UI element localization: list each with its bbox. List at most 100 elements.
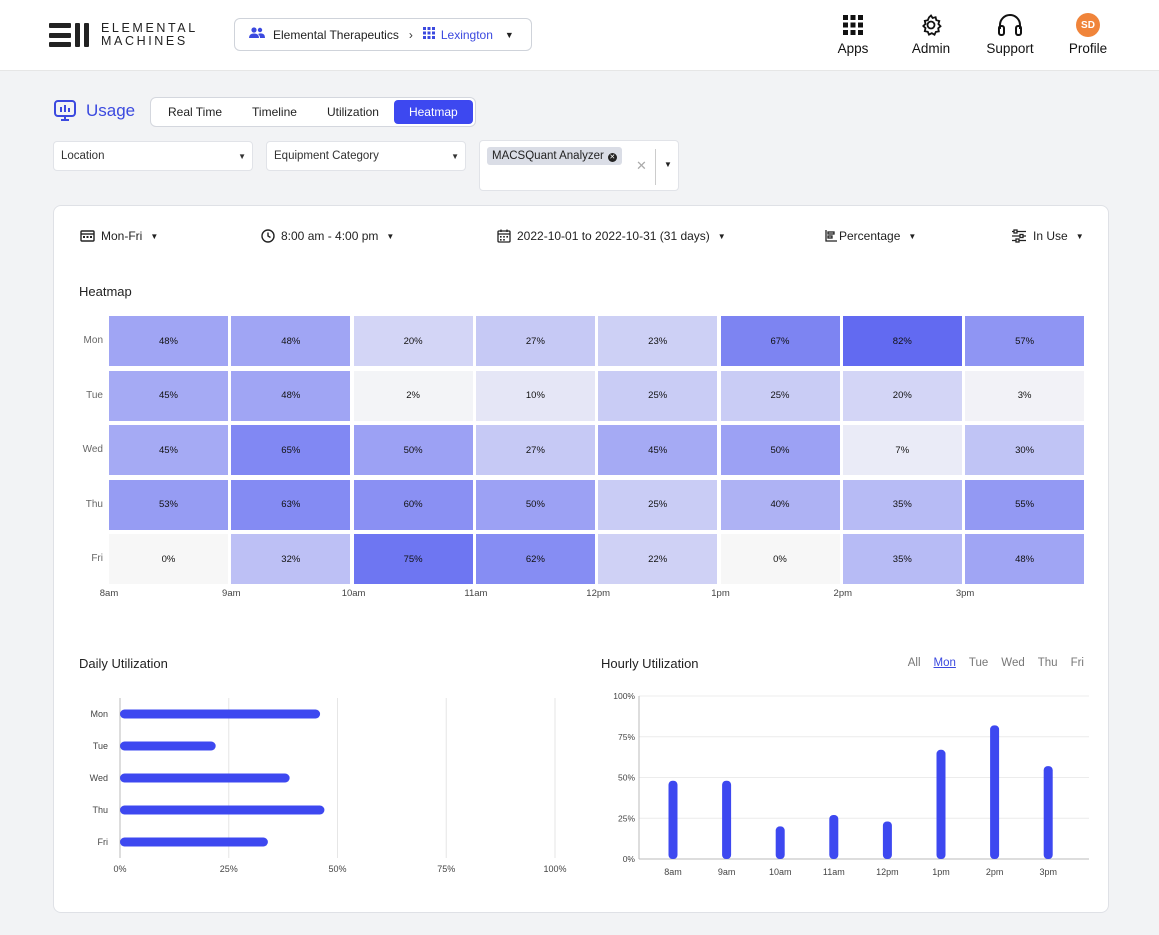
equipment-chip: MACSQuant Analyzer ✕ [487, 147, 622, 165]
heatmap-cell[interactable]: 3% [965, 370, 1085, 421]
admin-button[interactable]: Admin [901, 12, 961, 56]
day-filter-mon[interactable]: Mon [933, 657, 956, 669]
heatmap-cell[interactable]: 57% [965, 316, 1085, 366]
day-filter-wed[interactable]: Wed [1001, 657, 1025, 669]
tab-real-time[interactable]: Real Time [168, 105, 223, 119]
org-location-selector[interactable]: Elemental Therapeutics › Lexington ▼ [234, 18, 532, 51]
equipment-category-filter[interactable]: Equipment Category ▼ [266, 141, 466, 171]
caret-down-icon: ▼ [386, 231, 395, 241]
heatmap-cell[interactable]: 50% [353, 425, 473, 475]
time-range-label: 8:00 am - 4:00 pm [281, 229, 379, 243]
heatmap-cell[interactable]: 20% [353, 316, 473, 366]
heatmap-cell[interactable]: 20% [842, 370, 962, 421]
brand-line-2: MACHINES [101, 34, 188, 48]
location-filter[interactable]: Location ▼ [53, 141, 253, 171]
heatmap-cell[interactable]: 22% [598, 534, 718, 584]
equipment-multiselect[interactable]: MACSQuant Analyzer ✕ ✕ ▼ [479, 140, 679, 191]
apps-button[interactable]: Apps [823, 12, 883, 56]
heatmap-cell[interactable]: 63% [231, 479, 351, 530]
clear-icon[interactable]: ✕ [636, 158, 647, 173]
x-tick-label: 10am [769, 867, 792, 877]
hourly-bar [829, 814, 839, 859]
heatmap-cell[interactable]: 60% [353, 479, 473, 530]
location-name: Lexington [440, 27, 493, 42]
tab-heatmap[interactable]: Heatmap [393, 100, 473, 124]
hourly-utilization-title: Hourly Utilization [601, 656, 699, 671]
day-filter-tue[interactable]: Tue [968, 657, 989, 669]
heatmap-cell[interactable]: 67% [720, 316, 840, 366]
support-button[interactable]: Support [980, 12, 1040, 56]
usage-title: Usage [53, 99, 135, 123]
chevron-right-icon: › [408, 27, 413, 42]
heatmap-cell[interactable]: 50% [720, 425, 840, 475]
date-range-label: 2022-10-01 to 2022-10-31 (31 days) [517, 229, 710, 243]
heatmap-cell[interactable]: 35% [842, 479, 962, 530]
profile-label: Profile [1068, 41, 1108, 56]
heatmap-cell[interactable]: 32% [231, 534, 351, 584]
heatmap-hour-label: 9am [222, 587, 241, 599]
y-tick-label: Fri [98, 837, 109, 847]
tab-timeline[interactable]: Timeline [252, 105, 297, 119]
day-filter-all[interactable]: All [907, 657, 921, 669]
metric-label: Percentage [839, 229, 901, 243]
heatmap-cell[interactable]: 45% [598, 425, 718, 475]
brand-logo[interactable]: ELEMENTAL MACHINES [49, 22, 198, 48]
heatmap-cell[interactable]: 0% [720, 534, 840, 584]
heatmap-cell[interactable]: 35% [842, 534, 962, 584]
state-selector[interactable]: In Use ▼ [1011, 229, 1084, 243]
heatmap-cell[interactable]: 25% [598, 479, 718, 530]
x-tick-label: 9am [718, 867, 736, 877]
daily-bar [120, 741, 216, 751]
heatmap-cell[interactable]: 48% [231, 316, 351, 366]
logo-mark [49, 23, 89, 47]
days-label: Mon-Fri [101, 229, 143, 243]
headset-icon [980, 12, 1040, 38]
heatmap-cell[interactable]: 75% [353, 534, 473, 584]
day-filter-thu[interactable]: Thu [1037, 657, 1058, 669]
heatmap-cell[interactable]: 40% [720, 479, 840, 530]
heatmap-cell[interactable]: 50% [475, 479, 595, 530]
heatmap-cell[interactable]: 65% [231, 425, 351, 475]
heatmap-cell[interactable]: 48% [965, 534, 1085, 584]
x-tick-label: 8am [664, 867, 682, 877]
profile-button[interactable]: SD Profile [1058, 12, 1118, 56]
metric-selector[interactable]: Percentage ▼ [825, 229, 916, 243]
state-label: In Use [1033, 229, 1068, 243]
x-tick-label: 0% [113, 864, 126, 874]
hourly-day-filters: All Mon Tue Wed Thu Fri [908, 657, 1084, 669]
clock-icon [261, 229, 275, 243]
calendar-icon [497, 229, 511, 243]
heatmap-cell[interactable]: 45% [109, 370, 228, 421]
heatmap-cell[interactable]: 2% [353, 370, 473, 421]
heatmap-cell[interactable]: 10% [475, 370, 595, 421]
heatmap-cell[interactable]: 48% [109, 316, 228, 366]
time-range-selector[interactable]: 8:00 am - 4:00 pm ▼ [261, 229, 394, 243]
y-tick-label: Wed [90, 773, 108, 783]
heatmap-hour-label: 10am [341, 587, 366, 599]
days-selector[interactable]: Mon-Fri ▼ [80, 229, 158, 243]
caret-down-icon[interactable]: ▼ [664, 160, 672, 169]
heatmap-cell[interactable]: 82% [842, 316, 962, 366]
heatmap-cell[interactable]: 27% [475, 425, 595, 475]
heatmap-cell[interactable]: 53% [109, 479, 228, 530]
date-range-selector[interactable]: 2022-10-01 to 2022-10-31 (31 days) ▼ [497, 229, 726, 243]
heatmap-cell[interactable]: 7% [842, 425, 962, 475]
heatmap-cell[interactable]: 0% [109, 534, 228, 584]
heatmap-cell[interactable]: 30% [965, 425, 1085, 475]
day-filter-fri[interactable]: Fri [1070, 657, 1084, 669]
tab-utilization[interactable]: Utilization [326, 105, 379, 119]
brand-name: ELEMENTAL MACHINES [101, 22, 198, 48]
heatmap-cell[interactable]: 25% [598, 370, 718, 421]
heatmap-cell[interactable]: 27% [475, 316, 595, 366]
heatmap-cell[interactable]: 55% [965, 479, 1085, 530]
heatmap-cell[interactable]: 25% [720, 370, 840, 421]
heatmap-cell[interactable]: 62% [475, 534, 595, 584]
heatmap-cell[interactable]: 45% [109, 425, 228, 475]
heatmap-title: Heatmap [79, 284, 132, 299]
heatmap-day-label: Thu [85, 498, 103, 510]
heatmap-cell[interactable]: 48% [231, 370, 351, 421]
heatmap-cell[interactable]: 23% [598, 316, 718, 366]
remove-chip-icon[interactable]: ✕ [607, 153, 617, 162]
hourly-bar [882, 821, 892, 859]
x-tick-label: 3pm [1039, 867, 1057, 877]
